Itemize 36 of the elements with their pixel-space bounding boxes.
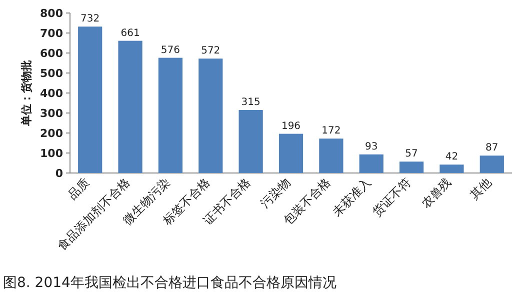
bar bbox=[158, 58, 183, 173]
y-tick-label: 100 bbox=[40, 147, 64, 160]
y-tick-label: 0 bbox=[55, 167, 64, 180]
bar bbox=[278, 134, 304, 173]
data-label: 172 bbox=[322, 126, 341, 137]
data-label: 42 bbox=[445, 152, 458, 163]
bar bbox=[198, 58, 223, 173]
data-label: 572 bbox=[201, 46, 220, 57]
data-label: 93 bbox=[364, 141, 378, 152]
bar bbox=[238, 110, 263, 173]
x-tick-label: 品质 bbox=[65, 175, 92, 202]
y-tick-label: 200 bbox=[40, 127, 64, 140]
bar bbox=[319, 138, 344, 173]
bar bbox=[440, 164, 464, 173]
data-label: 576 bbox=[160, 44, 180, 56]
bar bbox=[480, 156, 504, 173]
x-tick-label: 其他 bbox=[467, 175, 494, 202]
data-label: 196 bbox=[281, 120, 301, 132]
y-tick-label: 600 bbox=[40, 47, 64, 60]
text: 图8. 2014年我国检出不合格进口食品不合格原因情况 bbox=[3, 275, 336, 291]
x-tick-label: 农兽残 bbox=[418, 175, 454, 211]
y-tick-label: 500 bbox=[40, 67, 64, 80]
bar bbox=[78, 26, 102, 173]
y-tick-label: 400 bbox=[40, 87, 64, 100]
data-label: 315 bbox=[241, 97, 260, 108]
y-axis-title: 单位：货物批 bbox=[20, 60, 33, 127]
y-tick-label: 800 bbox=[40, 7, 64, 20]
data-label: 87 bbox=[486, 142, 498, 154]
data-label: 732 bbox=[80, 14, 100, 25]
bar bbox=[359, 154, 384, 173]
bar bbox=[118, 40, 142, 173]
bar bbox=[399, 162, 424, 173]
y-tick-label: 300 bbox=[40, 107, 64, 120]
data-label: 661 bbox=[120, 28, 140, 39]
data-label: 57 bbox=[405, 148, 418, 160]
y-tick-label: 700 bbox=[40, 27, 64, 40]
